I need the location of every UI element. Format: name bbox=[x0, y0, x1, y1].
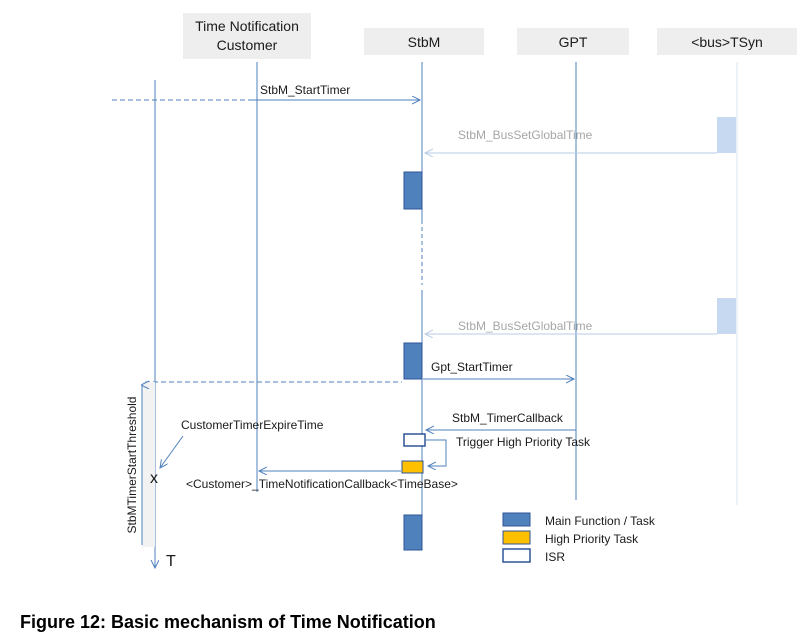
expire-time-label: CustomerTimerExpireTime bbox=[181, 418, 324, 432]
legend: Main Function / Task High Priority Task … bbox=[502, 512, 656, 564]
header-box-customer bbox=[183, 13, 311, 59]
start-timer-label: StbM_StartTimer bbox=[260, 83, 350, 97]
participant-gpt: GPT bbox=[559, 34, 588, 50]
tsyn-activation-2 bbox=[717, 298, 736, 334]
bus-set-global-time-label-1: StbM_BusSetGlobalTime bbox=[458, 128, 593, 142]
header-box-gpt bbox=[517, 28, 629, 55]
tsyn-activation-1 bbox=[717, 117, 736, 153]
header-box-stbm bbox=[364, 28, 484, 55]
expire-time-x-mark: x bbox=[150, 470, 158, 487]
isr-swatch bbox=[502, 548, 531, 563]
main-task-swatch bbox=[502, 512, 531, 527]
participant-customer-line1: Time Notification bbox=[195, 18, 299, 34]
legend-high-priority-label: High Priority Task bbox=[545, 532, 639, 546]
isr-activation bbox=[403, 433, 426, 447]
notification-callback-label: <Customer>_TimeNotificationCallback<Time… bbox=[186, 477, 458, 491]
gpt-start-timer-label: Gpt_StartTimer bbox=[431, 360, 513, 374]
stbm-activation-2 bbox=[403, 342, 423, 380]
legend-main-task-label: Main Function / Task bbox=[545, 514, 656, 528]
legend-isr-label: ISR bbox=[545, 550, 565, 564]
threshold-label: StbMTimerStartThreshold bbox=[125, 397, 139, 534]
stbm-activation-1 bbox=[403, 171, 423, 210]
stbm-activation-3 bbox=[403, 514, 423, 551]
timer-callback-label: StbM_TimerCallback bbox=[452, 411, 564, 425]
bus-set-global-time-label-2: StbM_BusSetGlobalTime bbox=[458, 319, 593, 333]
expire-time-pointer bbox=[160, 435, 184, 468]
trigger-high-priority-label: Trigger High Priority Task bbox=[456, 435, 591, 449]
trigger-high-priority-arrow bbox=[426, 439, 447, 466]
header-box-tsyn bbox=[657, 28, 797, 55]
high-priority-activation bbox=[401, 460, 424, 474]
threshold-band bbox=[142, 382, 155, 547]
participant-stbm: StbM bbox=[408, 34, 441, 50]
high-priority-swatch bbox=[502, 530, 531, 545]
participant-tsyn: <bus>TSyn bbox=[691, 34, 763, 50]
time-axis-label: T bbox=[166, 553, 176, 570]
figure-caption: Figure 12: Basic mechanism of Time Notif… bbox=[20, 612, 436, 632]
participant-customer-line2: Customer bbox=[217, 37, 278, 53]
